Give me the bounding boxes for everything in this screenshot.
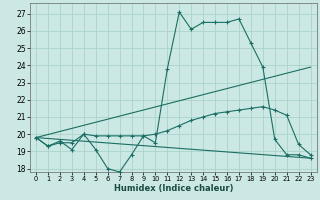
X-axis label: Humidex (Indice chaleur): Humidex (Indice chaleur) — [114, 184, 233, 193]
